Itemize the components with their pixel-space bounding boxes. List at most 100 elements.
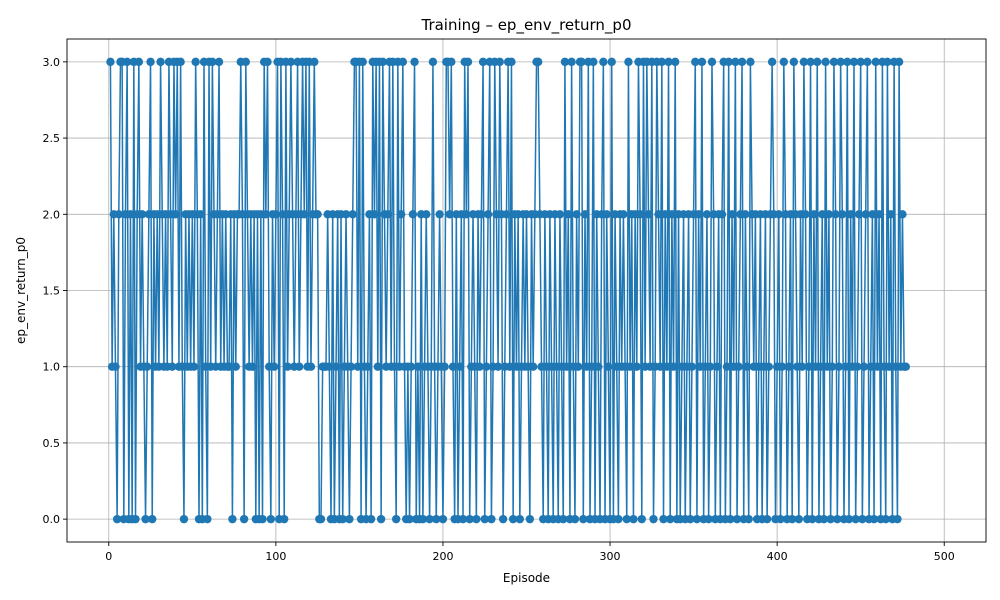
data-point — [654, 210, 663, 219]
data-point — [483, 210, 493, 219]
data-point — [528, 362, 538, 371]
data-point — [637, 514, 646, 524]
data-point — [687, 362, 697, 371]
data-point — [594, 362, 603, 371]
series-layer — [106, 57, 910, 524]
data-point — [660, 210, 670, 219]
data-point — [694, 210, 703, 219]
data-point — [286, 57, 296, 67]
data-point — [300, 210, 309, 219]
data-point — [366, 514, 376, 524]
data-point — [883, 57, 892, 67]
data-point — [363, 362, 372, 371]
data-point — [632, 362, 641, 371]
data-point — [383, 210, 393, 219]
data-point — [869, 514, 879, 524]
data-point — [269, 362, 279, 371]
data-point — [196, 210, 205, 219]
data-point — [112, 514, 122, 524]
data-point — [624, 57, 633, 67]
data-point — [126, 210, 135, 219]
data-point — [228, 514, 237, 524]
data-point — [482, 362, 491, 371]
data-point — [853, 362, 862, 371]
data-point — [231, 362, 240, 371]
data-point — [798, 362, 807, 371]
data-point — [671, 57, 680, 67]
axis-ticks: 0 100 200 300 400 500 0.0 0.5 1.0 1.5 2.0 2.5 3.0 — [43, 56, 955, 563]
data-point — [813, 57, 822, 67]
data-point — [405, 514, 414, 524]
y-tick-label: 1.0 — [43, 361, 61, 374]
data-point — [868, 210, 877, 219]
data-point — [239, 514, 249, 524]
data-point — [625, 362, 635, 371]
data-point — [148, 514, 157, 524]
data-point — [599, 57, 608, 67]
data-point — [418, 514, 428, 524]
data-point — [410, 57, 419, 67]
data-point — [873, 362, 882, 371]
data-point — [777, 362, 787, 371]
data-point — [894, 57, 904, 67]
data-point — [833, 514, 842, 524]
x-tick-label: 500 — [934, 550, 955, 563]
x-tick-label: 400 — [767, 550, 788, 563]
data-point — [727, 210, 737, 219]
data-point — [767, 57, 777, 67]
x-axis-label: Episode — [503, 571, 550, 585]
data-point — [686, 514, 695, 524]
data-point — [555, 210, 565, 219]
data-point — [559, 514, 568, 524]
data-point — [734, 362, 743, 371]
data-point — [445, 210, 454, 219]
data-point — [821, 57, 830, 67]
data-point — [435, 210, 444, 219]
y-tick-label: 2.5 — [43, 132, 61, 145]
data-point — [667, 210, 677, 219]
data-point — [478, 57, 488, 67]
data-point — [462, 210, 471, 219]
data-point — [843, 57, 852, 67]
data-point — [179, 514, 189, 524]
data-point — [854, 210, 864, 219]
data-point — [580, 210, 590, 219]
data-point — [794, 514, 804, 524]
data-point — [278, 210, 287, 219]
data-point — [828, 362, 837, 371]
data-point — [413, 362, 423, 371]
data-point — [866, 362, 875, 371]
data-point — [849, 57, 859, 67]
data-point — [831, 210, 840, 219]
data-point — [338, 514, 347, 524]
data-point — [819, 514, 829, 524]
data-point — [189, 362, 199, 371]
data-point — [480, 514, 489, 524]
data-point — [122, 57, 132, 67]
data-point — [898, 210, 907, 219]
data-point — [704, 514, 713, 524]
data-point — [455, 362, 464, 371]
data-point — [447, 57, 456, 67]
data-point — [607, 57, 616, 67]
data-point — [560, 57, 570, 67]
data-point — [655, 362, 665, 371]
chart-title: Training – ep_env_return_p0 — [420, 16, 631, 35]
data-point — [856, 57, 865, 67]
data-point — [258, 514, 267, 524]
data-point — [881, 514, 890, 524]
x-tick-label: 200 — [432, 550, 453, 563]
data-point — [398, 57, 408, 67]
data-point — [422, 210, 431, 219]
data-point — [203, 514, 212, 524]
data-point — [806, 57, 815, 67]
data-point — [134, 57, 144, 67]
data-point — [373, 362, 382, 371]
data-point — [564, 210, 573, 219]
data-point — [143, 362, 152, 371]
data-point — [248, 362, 257, 371]
data-point — [659, 514, 668, 524]
data-point — [851, 514, 860, 524]
data-point — [316, 514, 326, 524]
